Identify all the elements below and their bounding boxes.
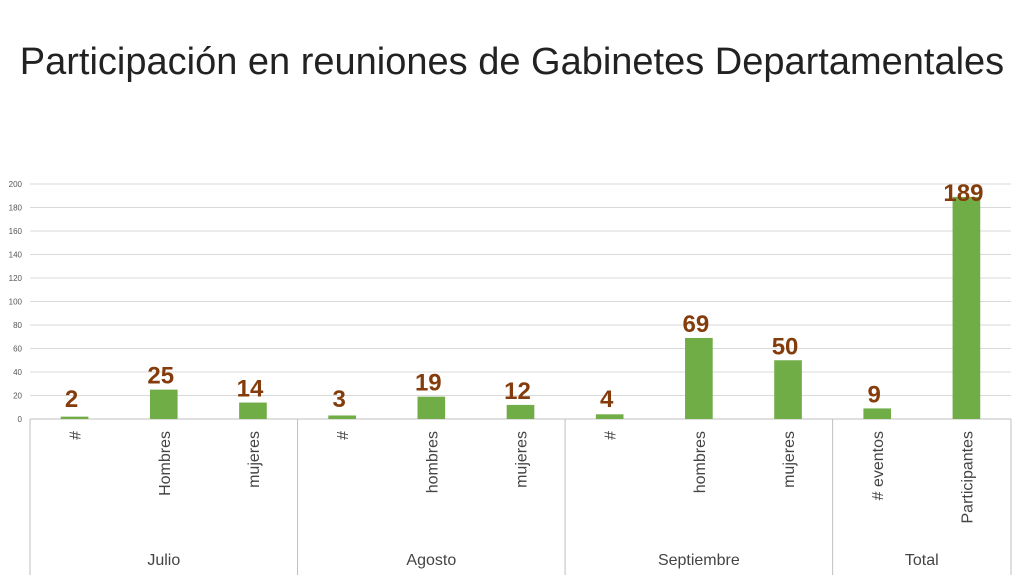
- group-label: Agosto: [406, 552, 456, 569]
- bars: [60, 196, 981, 419]
- data-label: 14: [237, 376, 264, 403]
- y-tick-label: 100: [9, 298, 23, 307]
- x-tick-label: #: [603, 431, 620, 440]
- bar: [239, 402, 267, 419]
- y-axis: 0 20 40 60 80 100 120 140 160 180 200: [9, 180, 23, 424]
- y-tick-label: 160: [9, 227, 23, 236]
- bar: [685, 337, 713, 419]
- bar: [595, 414, 624, 419]
- x-tick-label: #: [335, 431, 352, 440]
- bar: [863, 408, 892, 419]
- bar: [506, 404, 535, 419]
- group-label: Septiembre: [658, 552, 740, 569]
- bar: [328, 415, 356, 419]
- x-tick-label: mujeres: [246, 431, 263, 488]
- data-label: 12: [504, 378, 531, 405]
- group-label: Total: [905, 552, 939, 569]
- x-tick-label: # eventos: [870, 431, 887, 500]
- bar: [952, 196, 981, 419]
- data-label: 50: [772, 333, 799, 360]
- data-label: 19: [415, 370, 442, 397]
- x-tick-label: hombres: [692, 431, 709, 493]
- data-labels: 2 25 14 3 19 12 4 69 50 9 189: [65, 180, 984, 413]
- x-tick-label: Participantes: [959, 431, 976, 524]
- x-axis: # Hombres mujeres # hombres mujeres # hombres mu…: [29, 419, 1012, 575]
- y-tick-label: 40: [13, 368, 22, 377]
- x-tick-label: Hombres: [157, 431, 174, 496]
- gridlines: [30, 183, 1011, 420]
- data-label: 2: [65, 386, 78, 413]
- x-tick-label: mujeres: [514, 431, 531, 488]
- y-tick-label: 80: [13, 321, 22, 330]
- data-label: 4: [600, 386, 614, 413]
- data-label: 189: [943, 180, 983, 207]
- data-label: 69: [683, 311, 710, 338]
- chart-title: Participación en reuniones de Gabinetes …: [19, 41, 1005, 83]
- y-tick-label: 200: [9, 180, 23, 189]
- x-tick-label: mujeres: [781, 431, 798, 488]
- y-tick-label: 0: [18, 415, 23, 424]
- bar: [774, 360, 802, 419]
- y-tick-label: 140: [9, 251, 23, 260]
- y-tick-label: 120: [9, 274, 23, 283]
- data-label: 9: [868, 381, 881, 408]
- data-label: 25: [147, 363, 174, 390]
- data-label: 3: [332, 386, 345, 413]
- x-tick-label: #: [68, 431, 85, 440]
- y-tick-label: 180: [9, 204, 23, 213]
- bar: [60, 416, 89, 419]
- bar: [149, 389, 178, 419]
- y-tick-label: 60: [13, 345, 22, 354]
- group-label: Julio: [147, 552, 180, 569]
- bar: [417, 396, 446, 419]
- y-tick-label: 20: [13, 392, 22, 401]
- x-tick-label: hombres: [424, 431, 441, 493]
